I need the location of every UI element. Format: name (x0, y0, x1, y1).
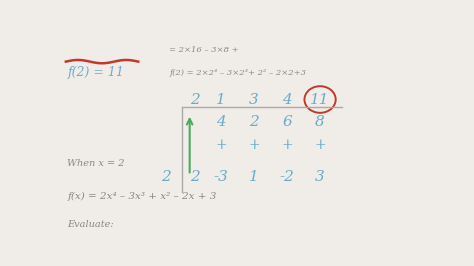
Text: When x = 2: When x = 2 (67, 159, 125, 168)
Text: f(2) = 2×2⁴ – 3×2³+ 2² – 2×2+3: f(2) = 2×2⁴ – 3×2³+ 2² – 2×2+3 (169, 69, 307, 77)
Text: +: + (281, 138, 293, 152)
Text: f(x) = 2x⁴ – 3x³ + x² – 2x + 3: f(x) = 2x⁴ – 3x³ + x² – 2x + 3 (67, 192, 217, 201)
Text: +: + (314, 138, 326, 152)
Text: 6: 6 (282, 115, 292, 129)
Text: 1: 1 (216, 93, 226, 106)
Text: -3: -3 (213, 170, 228, 184)
Text: 8: 8 (315, 115, 325, 129)
Text: 2: 2 (190, 93, 200, 106)
Text: 1: 1 (249, 170, 259, 184)
Text: 2: 2 (190, 170, 200, 184)
Text: 3: 3 (315, 170, 325, 184)
Text: 3: 3 (249, 93, 259, 106)
Text: 11: 11 (310, 93, 330, 106)
Text: Evaluate:: Evaluate: (67, 220, 114, 229)
Text: 4: 4 (282, 93, 292, 106)
Text: = 2×16 – 3×8 +: = 2×16 – 3×8 + (169, 46, 239, 54)
Text: 2: 2 (161, 170, 171, 184)
Text: +: + (248, 138, 260, 152)
Text: -2: -2 (280, 170, 294, 184)
Text: +: + (215, 138, 227, 152)
Text: f(2) = 11: f(2) = 11 (67, 66, 124, 79)
Text: 4: 4 (216, 115, 226, 129)
Text: 2: 2 (249, 115, 259, 129)
